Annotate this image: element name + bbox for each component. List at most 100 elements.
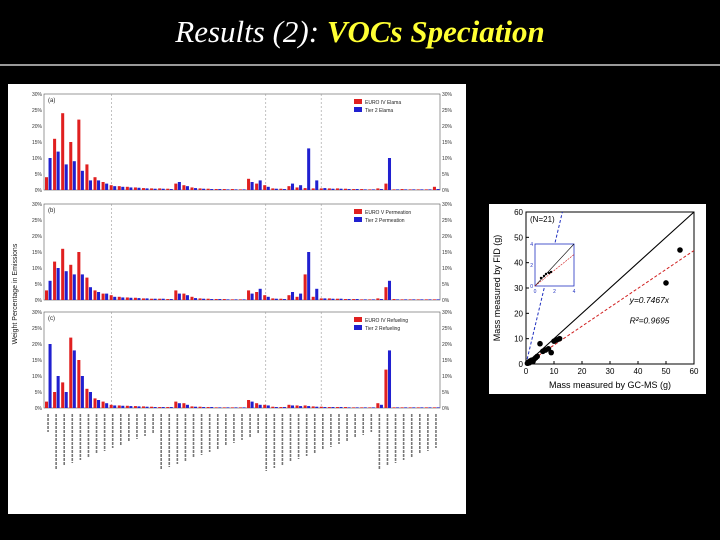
bar: [202, 298, 206, 300]
y-axis-label: Weight Percentage in Emissions: [12, 243, 19, 344]
bar: [194, 188, 198, 190]
bar: [303, 274, 307, 300]
bar: [247, 290, 251, 300]
bar: [371, 189, 375, 190]
bar: [61, 248, 65, 300]
bar: [400, 299, 404, 300]
bar: [137, 187, 141, 190]
inset-data-point: [549, 270, 553, 274]
x-tick-label: 50: [662, 367, 671, 376]
bar: [290, 405, 295, 408]
bar: [85, 164, 89, 190]
bar: [88, 287, 92, 300]
bar: [392, 299, 396, 300]
bar: [266, 405, 270, 408]
bar: [101, 182, 105, 190]
inset-data-point: [542, 274, 546, 278]
y-tick-label: 20%: [442, 234, 453, 240]
data-point: [542, 347, 549, 353]
bar: [352, 299, 356, 300]
slide-title-highlight: VOCs Speciation: [326, 14, 545, 49]
bar: [274, 188, 278, 190]
bar: [230, 299, 234, 300]
panel-label: (b): [48, 208, 55, 214]
bar: [145, 298, 149, 300]
inset-x-tick-label: 0: [534, 289, 537, 295]
speciation-bar-chart: Weight Percentage in Emissions 0% 0% 5% 5% 10…: [12, 92, 453, 471]
bar: [290, 292, 295, 300]
bar: [242, 407, 246, 408]
data-point: [554, 337, 560, 343]
bar: [311, 296, 315, 300]
bar: [141, 298, 146, 300]
bar: [339, 298, 343, 300]
bar: [141, 188, 146, 190]
legend-swatch: [354, 325, 362, 330]
bar: [307, 148, 311, 190]
bar: [315, 288, 319, 300]
bar: [145, 406, 149, 408]
bar: [230, 407, 234, 408]
bar: [412, 189, 416, 190]
bar: [274, 407, 278, 408]
y-tick-label: 25%: [442, 218, 453, 224]
bar: [428, 189, 432, 190]
sample-count-annotation: (N=21): [530, 215, 555, 224]
legend-swatch: [354, 107, 362, 112]
bar: [307, 252, 311, 300]
bar: [166, 188, 170, 190]
bar: [271, 298, 275, 300]
bar: [258, 404, 262, 408]
bar: [190, 187, 194, 190]
y-axis-label: Mass measured by FID (g): [492, 235, 502, 342]
inset-x-tick-label: 2: [553, 289, 556, 295]
y-tick-label: 5%: [442, 390, 450, 396]
inset-y-tick-label: 0: [530, 284, 533, 290]
y-tick-label: 30%: [442, 202, 453, 208]
bar: [299, 293, 303, 300]
bar: [153, 407, 157, 408]
bar: [177, 403, 181, 408]
bar: [77, 119, 81, 190]
x-tick-label: 40: [634, 367, 643, 376]
y-tick-label: 5%: [35, 282, 43, 288]
bar: [242, 189, 246, 190]
bar: [238, 299, 242, 300]
y-tick-label: 25%: [32, 326, 43, 332]
bar: [56, 151, 60, 190]
panel-label: (c): [48, 316, 55, 322]
bar: [222, 407, 226, 408]
bar: [125, 186, 129, 190]
bar: [287, 404, 291, 408]
inset-guide-line: [525, 211, 563, 365]
bar: [420, 189, 424, 190]
y-tick-label: 20%: [32, 124, 43, 130]
bar: [290, 183, 295, 190]
bar: [133, 297, 137, 300]
data-point: [533, 354, 539, 361]
bar: [238, 189, 242, 190]
bar: [311, 406, 315, 408]
bar: [153, 188, 157, 190]
bar: [299, 185, 303, 190]
y-tick-label: 30%: [32, 92, 43, 98]
bar: [282, 189, 286, 190]
bar: [400, 407, 404, 408]
data-point: [537, 340, 543, 347]
bar: [387, 280, 392, 300]
bar: [125, 297, 129, 300]
bar: [137, 298, 141, 300]
title-divider: [0, 64, 720, 66]
bar: [45, 290, 49, 300]
bar: [53, 392, 57, 408]
bar: [234, 407, 238, 408]
bar: [436, 407, 440, 408]
y-tick-label: 0%: [442, 406, 450, 412]
bar: [282, 407, 286, 408]
bar: [379, 404, 383, 408]
y-tick-label: 5%: [442, 172, 450, 178]
fid-vs-gcms-figure: 0 10 20 30 40 50 60 0 10 20 30 40 50 60 Mass measured …: [489, 204, 706, 394]
bar: [150, 298, 154, 300]
bar: [202, 188, 206, 190]
bar: [352, 189, 356, 190]
